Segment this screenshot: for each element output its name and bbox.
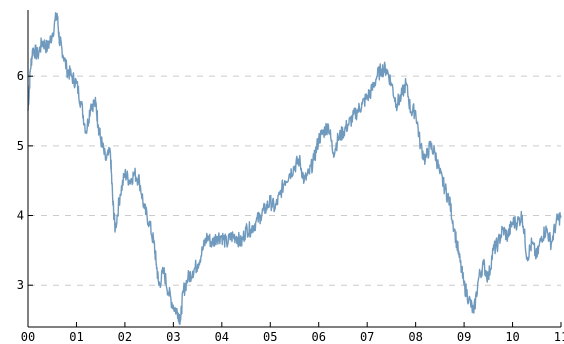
x-tick-label: 07	[360, 330, 374, 344]
axes	[27, 10, 562, 328]
y-tick-label: 4	[17, 209, 24, 223]
x-tick-label: 00	[21, 330, 35, 344]
x-tick-label: 08	[408, 330, 422, 344]
x-tick-label: 01	[69, 330, 83, 344]
x-tick-label: 04	[215, 330, 229, 344]
x-tick-label: 02	[118, 330, 132, 344]
x-tick-label: 06	[312, 330, 326, 344]
y-tick-label: 3	[17, 278, 24, 292]
y-tick-label: 6	[17, 69, 24, 83]
grid-lines	[29, 75, 561, 286]
series-group	[27, 12, 562, 325]
x-tick-label: 11	[554, 330, 564, 344]
x-tick-label: 03	[166, 330, 180, 344]
y-tick-label: 5	[17, 139, 24, 153]
y-ticks: 3 4 5 6	[17, 69, 24, 292]
x-tick-label: 09	[457, 330, 471, 344]
x-tick-label: 05	[263, 330, 277, 344]
x-ticks: 00 01 02 03 04 05 06 07 08 09 10 11	[21, 330, 564, 344]
x-tick-label: 10	[505, 330, 519, 344]
series-line	[27, 12, 562, 325]
